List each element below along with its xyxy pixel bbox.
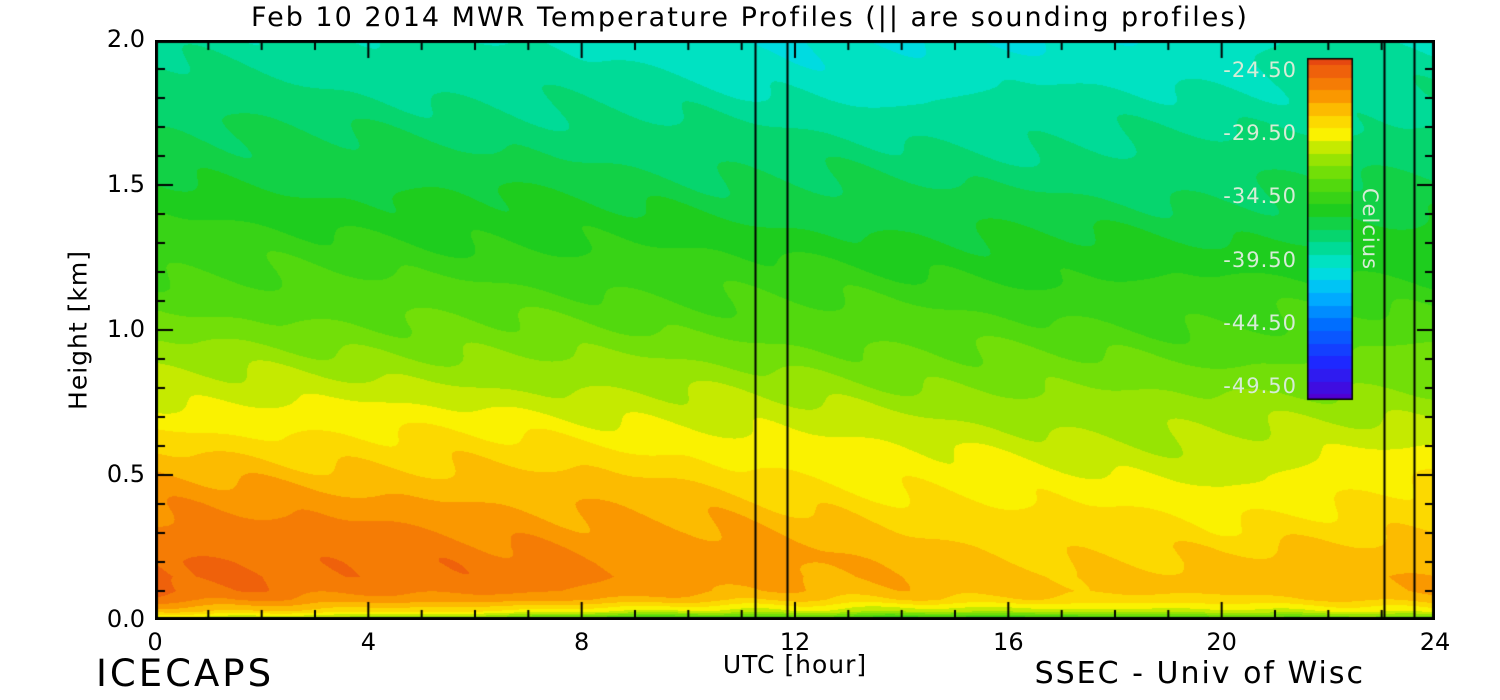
x-tick-label: 8 bbox=[574, 628, 590, 656]
y-tick-label: 0.5 bbox=[106, 460, 145, 488]
chart-title: Feb 10 2014 MWR Temperature Profiles (||… bbox=[251, 2, 1249, 33]
y-tick-label: 2.0 bbox=[106, 25, 145, 53]
y-tick-label: 1.5 bbox=[106, 170, 145, 198]
colorbar-unit-label: Celcius bbox=[1358, 187, 1382, 271]
colorbar-tick-label: -34.50 bbox=[1223, 184, 1297, 209]
colorbar-tick-label: -39.50 bbox=[1223, 247, 1297, 272]
x-tick-label: 16 bbox=[993, 628, 1024, 656]
x-tick-label: 24 bbox=[1419, 628, 1451, 656]
x-axis-label: UTC [hour] bbox=[722, 650, 868, 679]
x-tick-label: 20 bbox=[1206, 628, 1237, 656]
institution-label: SSEC - Univ of Wisc bbox=[1034, 656, 1365, 691]
project-label: ICECAPS bbox=[96, 652, 275, 695]
x-tick-label: 12 bbox=[779, 628, 811, 656]
y-tick-label: 1.0 bbox=[106, 315, 145, 343]
colorbar-tick-label: -24.50 bbox=[1223, 57, 1297, 82]
temperature-heatmap-plot bbox=[155, 40, 1435, 620]
colorbar-tick-label: -44.50 bbox=[1223, 311, 1297, 335]
x-tick-label: 0 bbox=[147, 628, 163, 656]
colorbar-tick-label: -29.50 bbox=[1223, 121, 1297, 145]
x-tick-label: 4 bbox=[360, 628, 376, 656]
colorbar-tick-label: -49.50 bbox=[1223, 374, 1297, 399]
y-tick-label: 0.0 bbox=[106, 605, 145, 633]
